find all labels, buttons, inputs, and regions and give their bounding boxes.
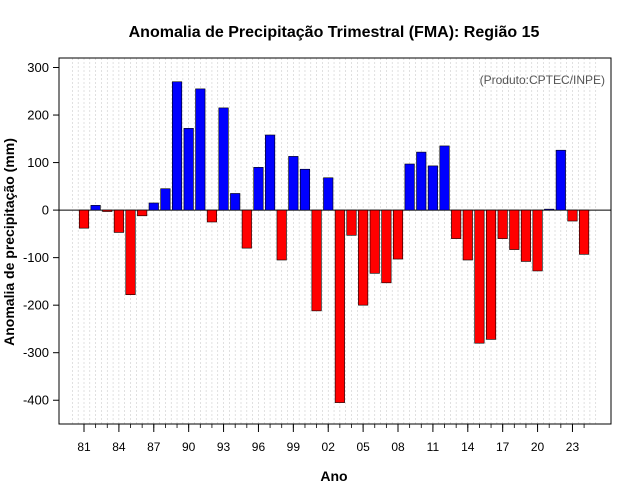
bar-2019 (520, 209, 531, 262)
bar-2024 (579, 209, 590, 255)
bar-1983 (102, 209, 113, 212)
bar-2010 (416, 151, 427, 211)
bar-1991 (195, 88, 206, 211)
bar-2002 (323, 177, 334, 211)
x-tick-label: 14 (461, 440, 475, 454)
bar-2016 (485, 209, 497, 340)
bar-2022 (555, 149, 566, 211)
bar-2000 (299, 168, 311, 211)
bar-1981 (78, 209, 90, 229)
x-tick-label: 08 (391, 440, 405, 454)
bar-1988 (160, 188, 171, 211)
y-tick-label: -100 (23, 250, 49, 265)
y-tick-label: 0 (42, 203, 49, 218)
bar-2014 (462, 209, 473, 261)
bar-2017 (497, 209, 508, 239)
bar-2020 (532, 209, 543, 272)
y-tick-label: 200 (27, 108, 49, 123)
x-tick-label: 23 (566, 440, 580, 454)
bar-2013 (451, 209, 462, 239)
bar-1992 (206, 209, 217, 223)
bar-2008 (392, 209, 404, 260)
bar-2006 (369, 209, 380, 274)
bar-2023 (567, 209, 578, 222)
bar-2001 (311, 209, 322, 312)
bar-1994 (230, 193, 241, 211)
y-tick-label: -200 (23, 298, 49, 313)
y-tick-label: -300 (23, 345, 49, 360)
x-tick-label: 93 (217, 440, 231, 454)
plot-frame (58, 57, 612, 425)
bar-1982 (90, 205, 101, 211)
bar-1987 (148, 202, 159, 211)
x-tick-label: 17 (496, 440, 510, 454)
x-axis: 81 84 87 90 93 96 99 02 05 08 11 14 17 20 23 (77, 424, 585, 454)
bar-2018 (509, 209, 520, 250)
vertical-gridlines (72, 58, 597, 424)
bar-1984 (113, 209, 124, 233)
y-tick-label: 300 (27, 60, 49, 75)
x-tick-label: 20 (531, 440, 545, 454)
bar-1995 (241, 209, 252, 249)
x-tick-label: 02 (322, 440, 336, 454)
bar-2015 (474, 209, 485, 344)
bar-1997 (265, 134, 276, 211)
bar-2004 (346, 209, 357, 236)
bar-1993 (218, 107, 229, 211)
x-tick-label: 99 (287, 440, 301, 454)
bar-2007 (381, 209, 392, 284)
y-axis-label: Anomalia de precipitação (mm) (1, 138, 17, 346)
bar-1990 (183, 128, 194, 211)
x-axis-label: Ano (320, 468, 347, 484)
bar-2011 (427, 165, 438, 211)
bar-1998 (276, 209, 287, 261)
bar-2003 (334, 209, 345, 403)
x-tick-label: 11 (427, 440, 440, 454)
bar-series (78, 81, 590, 403)
bar-1999 (288, 156, 299, 211)
x-tick-label: 81 (77, 440, 91, 454)
x-tick-label: 87 (147, 440, 161, 454)
x-tick-label: 84 (112, 440, 126, 454)
bar-2021 (544, 208, 555, 211)
x-tick-label: 90 (182, 440, 196, 454)
y-tick-label: -400 (23, 393, 49, 408)
x-tick-label: 05 (356, 440, 370, 454)
bar-1989 (171, 81, 183, 211)
bar-1996 (253, 167, 264, 211)
y-axis: 300 200 100 0 -100 -200 -300 -400 (23, 60, 59, 408)
bar-1985 (125, 209, 136, 296)
product-credit: (Produto:CPTEC/INPE) (480, 73, 605, 87)
bar-1986 (137, 209, 148, 217)
bar-2005 (358, 209, 369, 306)
bar-2012 (439, 145, 450, 211)
bar-2009 (404, 163, 415, 211)
y-tick-label: 100 (27, 155, 49, 170)
x-tick-label: 96 (252, 440, 266, 454)
chart-title: Anomalia de Precipitação Trimestral (FMA… (129, 24, 540, 41)
